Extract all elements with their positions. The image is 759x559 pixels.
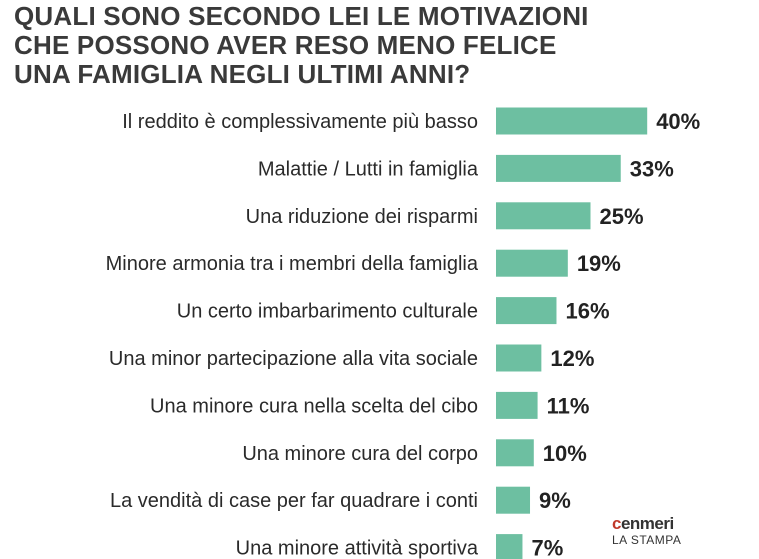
bar xyxy=(496,534,523,559)
value-label: 16% xyxy=(565,299,609,324)
value-label: 10% xyxy=(543,441,587,466)
chart-title-line-1: QUALI SONO SECONDO LEI LE MOTIVAZIONI xyxy=(14,1,589,31)
chart-title-line-2: CHE POSSONO AVER RESO MENO FELICE xyxy=(14,30,557,60)
chart-title-line-3: UNA FAMIGLIA NEGLI ULTIMI ANNI? xyxy=(14,59,471,89)
category-label: Una minor partecipazione alla vita socia… xyxy=(109,348,478,370)
value-label: 11% xyxy=(547,393,590,418)
bar xyxy=(496,439,534,467)
category-label: Una minore cura del corpo xyxy=(242,443,478,465)
category-label: Una minore cura nella scelta del cibo xyxy=(150,395,478,417)
bar xyxy=(496,154,621,182)
value-label: 12% xyxy=(550,346,594,371)
category-label: Malattie / Lutti in famiglia xyxy=(258,158,479,180)
bar xyxy=(496,391,538,419)
category-label: Il reddito è complessivamente più basso xyxy=(122,111,478,133)
source-logo-publisher: LA STAMPA xyxy=(612,533,682,547)
value-label: 9% xyxy=(539,488,571,513)
value-label: 33% xyxy=(630,156,674,181)
category-label: La vendità di case per far quadrare i co… xyxy=(110,490,478,512)
bar xyxy=(496,297,557,325)
source-logo-mark: c xyxy=(612,514,621,533)
category-label: Un certo imbarbarimento culturale xyxy=(177,301,478,323)
category-label: Minore armonia tra i membri della famigl… xyxy=(106,253,479,275)
chart-title: QUALI SONO SECONDO LEI LE MOTIVAZIONI CH… xyxy=(14,2,744,89)
value-label: 40% xyxy=(656,109,700,134)
bar xyxy=(496,344,542,372)
bar xyxy=(496,486,531,514)
category-label: Una riduzione dei risparmi xyxy=(246,206,478,228)
source-logo-name: enmeri xyxy=(620,514,674,533)
value-label: 19% xyxy=(577,251,621,276)
source-logo: cenmeri LA STAMPA xyxy=(612,514,742,548)
bar xyxy=(496,249,568,277)
value-label: 25% xyxy=(600,204,644,229)
bar xyxy=(496,107,648,135)
value-label: 7% xyxy=(531,536,563,559)
bar xyxy=(496,202,591,230)
category-label: Una minore attività sportiva xyxy=(236,538,479,559)
